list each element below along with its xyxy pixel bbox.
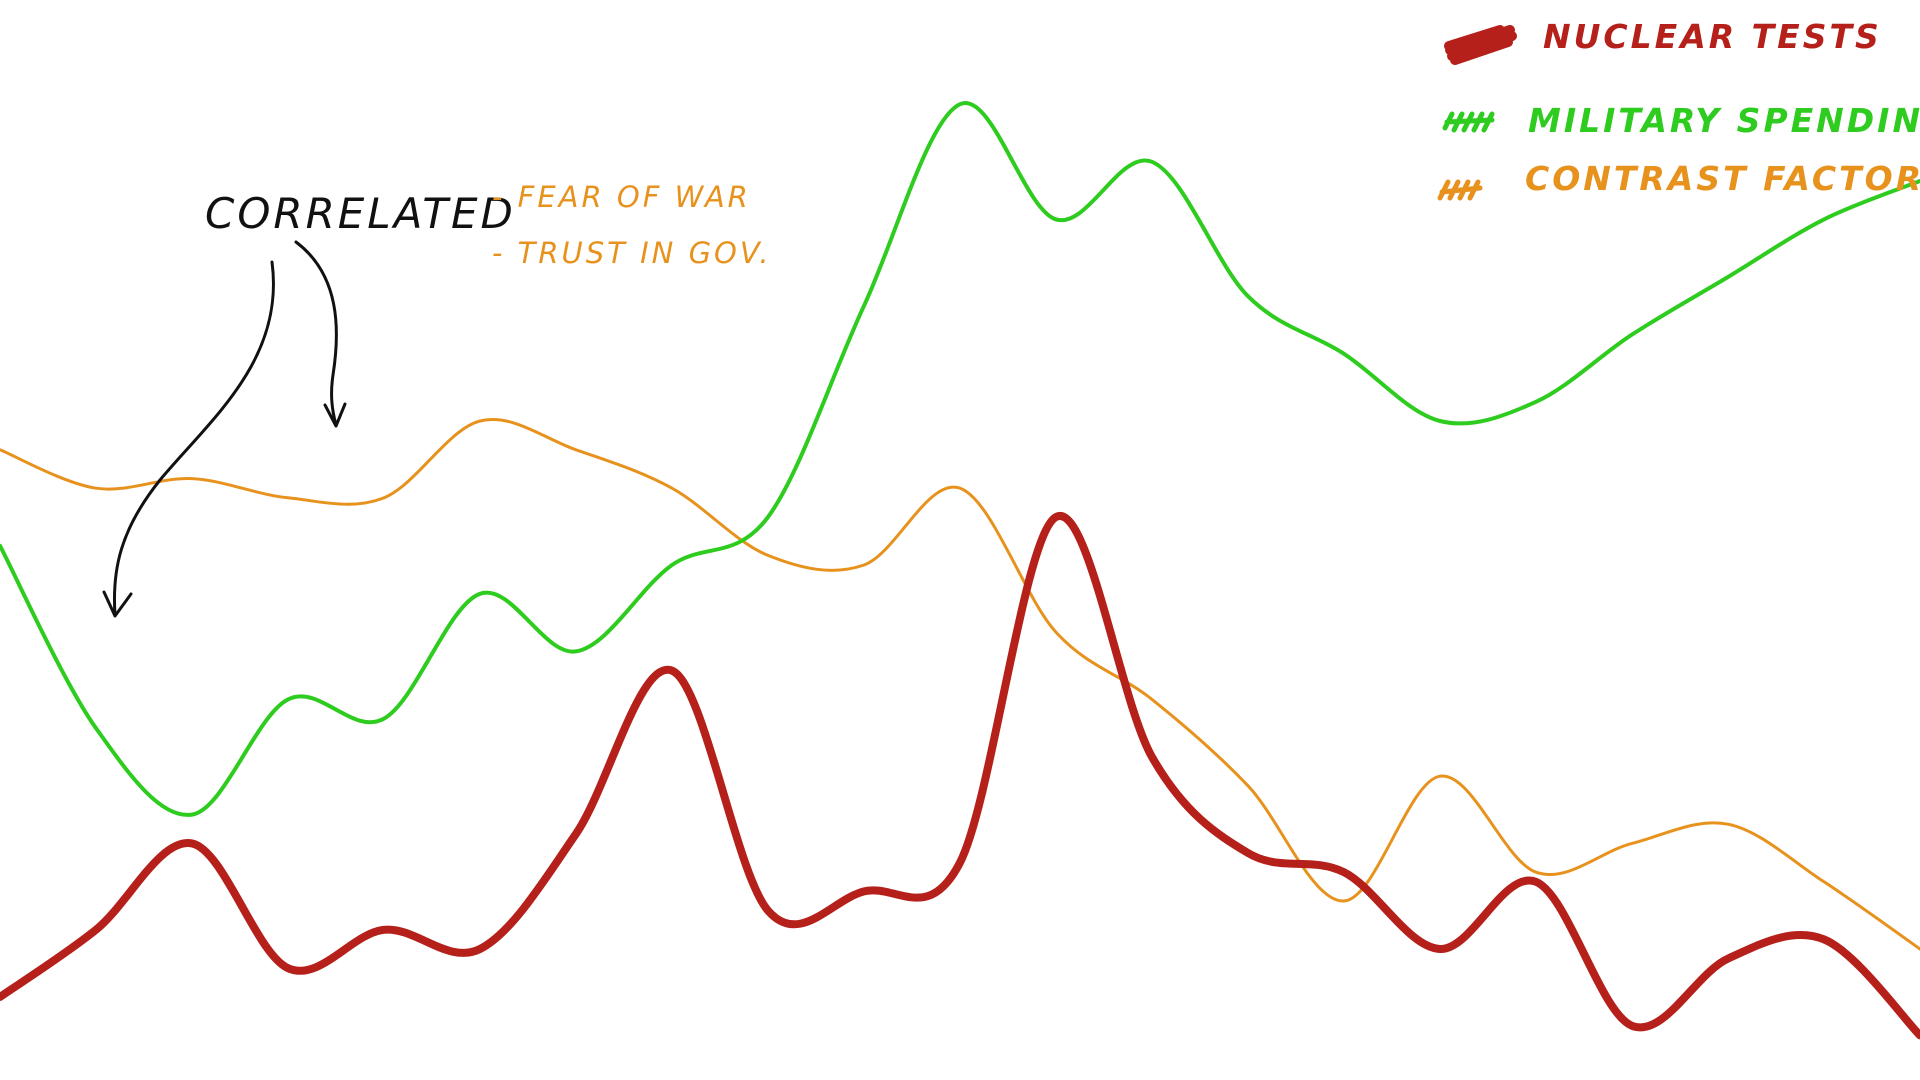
legend: Nuclear tests Military spending Contrast…: [1437, 17, 1920, 201]
legend-label-nuclear-tests: Nuclear tests: [1543, 17, 1882, 56]
legend-swatch-military-spending: [1442, 111, 1495, 133]
legend-item-contrast-factor: Contrast factor: [1437, 159, 1920, 201]
legend-swatch-contrast-factor: [1437, 179, 1483, 201]
series-layer: [0, 101, 1920, 1040]
legend-item-military-spending: Military spending: [1442, 101, 1920, 140]
annotation-arrowhead-left: [102, 590, 133, 618]
annotation-fear-of-war: - Fear of war: [492, 180, 751, 214]
annotation-arrow-right: [294, 240, 338, 427]
legend-label-military-spending: Military spending: [1528, 101, 1920, 140]
legend-item-nuclear-tests: Nuclear tests: [1444, 17, 1882, 65]
series-line-contrast-factor: [0, 418, 1920, 951]
legend-swatch-nuclear-tests: [1444, 25, 1517, 65]
legend-label-contrast-factor: Contrast factor: [1525, 159, 1920, 198]
annotation-correlated: Correlated: [205, 189, 516, 238]
series-line-military-spending: [0, 101, 1920, 817]
annotation-arrow-left: [112, 260, 275, 617]
annotation: Correlated - Fear of war - Trust in gov.: [102, 180, 772, 618]
series-line-nuclear-tests: [0, 512, 1920, 1040]
annotation-arrowhead-right: [323, 402, 347, 428]
annotation-trust-in-gov: - Trust in gov.: [492, 236, 772, 270]
